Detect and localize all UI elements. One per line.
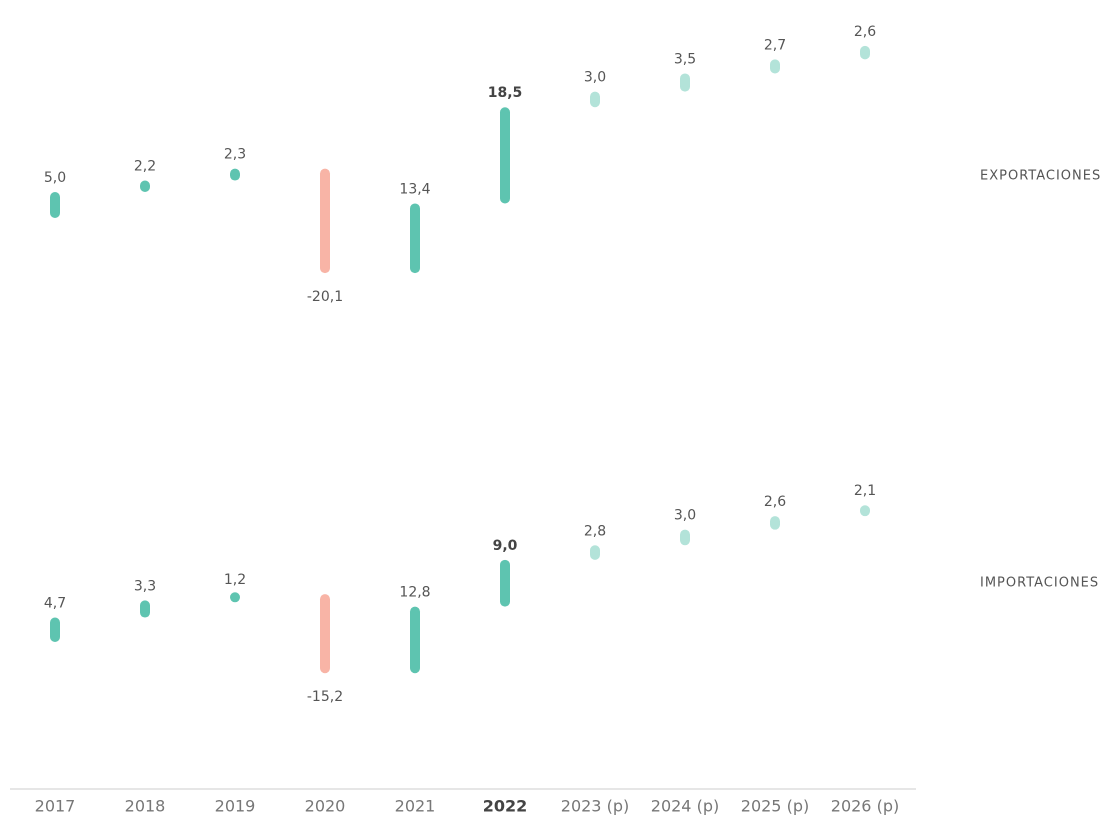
value-label: 2,6 [854, 24, 876, 40]
x-tick-label: 2026 (p) [831, 797, 899, 816]
x-tick-label: 2017 [35, 797, 76, 816]
value-label: 18,5 [488, 85, 523, 101]
value-label: 2,3 [224, 147, 246, 163]
value-label: 3,5 [674, 51, 696, 67]
value-label: -20,1 [307, 289, 343, 305]
series-label: IMPORTACIONES [980, 576, 1099, 591]
value-label: 2,8 [584, 523, 606, 539]
value-label: 2,7 [764, 37, 786, 53]
x-tick-label: 2020 [305, 797, 346, 816]
value-label: 2,6 [764, 494, 786, 510]
value-label: 5,0 [44, 170, 66, 186]
value-label: 4,7 [44, 596, 66, 612]
value-label: 13,4 [399, 181, 430, 197]
value-label: 1,2 [224, 572, 246, 588]
value-label: -15,2 [307, 689, 343, 705]
value-label: 3,0 [584, 70, 606, 86]
value-label: 3,3 [134, 578, 156, 594]
value-label: 9,0 [493, 538, 518, 554]
x-tick-label: 2018 [125, 797, 166, 816]
x-tick-label: 2021 [395, 797, 436, 816]
x-tick-label: 2019 [215, 797, 256, 816]
x-tick-label: 2025 (p) [741, 797, 809, 816]
value-label: 3,0 [674, 508, 696, 524]
x-tick-label: 2024 (p) [651, 797, 719, 816]
value-label: 12,8 [399, 585, 430, 601]
x-tick-label: 2022 [483, 797, 528, 816]
value-label: 2,1 [854, 483, 876, 499]
series-label: EXPORTACIONES [980, 169, 1101, 184]
value-label: 2,2 [134, 159, 156, 175]
x-tick-label: 2023 (p) [561, 797, 629, 816]
